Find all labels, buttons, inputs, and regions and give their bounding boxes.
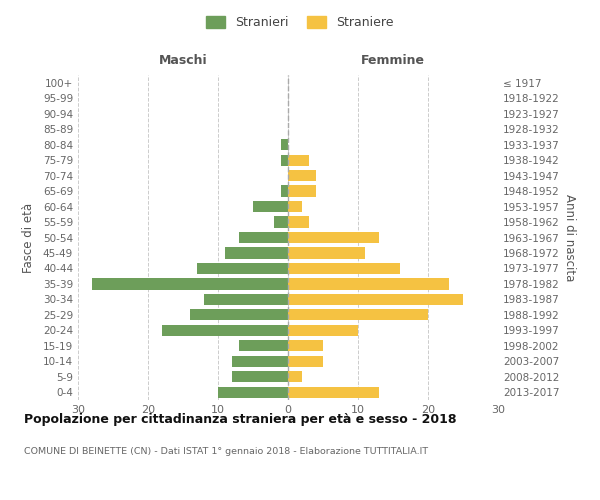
Bar xyxy=(288,310,428,320)
Bar xyxy=(281,139,288,150)
Bar xyxy=(288,325,358,336)
Bar xyxy=(204,294,288,305)
Bar xyxy=(162,325,288,336)
Bar xyxy=(288,170,316,181)
Bar xyxy=(225,248,288,258)
Text: Maschi: Maschi xyxy=(158,54,208,68)
Bar xyxy=(288,263,400,274)
Bar xyxy=(288,216,309,228)
Bar xyxy=(253,201,288,212)
Bar xyxy=(190,310,288,320)
Bar xyxy=(288,294,463,305)
Y-axis label: Anni di nascita: Anni di nascita xyxy=(563,194,576,281)
Bar xyxy=(239,232,288,243)
Bar xyxy=(288,186,316,196)
Bar xyxy=(281,154,288,166)
Bar xyxy=(288,386,379,398)
Bar xyxy=(239,340,288,351)
Bar xyxy=(288,232,379,243)
Text: Popolazione per cittadinanza straniera per età e sesso - 2018: Popolazione per cittadinanza straniera p… xyxy=(24,412,457,426)
Bar xyxy=(288,356,323,367)
Text: COMUNE DI BEINETTE (CN) - Dati ISTAT 1° gennaio 2018 - Elaborazione TUTTITALIA.I: COMUNE DI BEINETTE (CN) - Dati ISTAT 1° … xyxy=(24,448,428,456)
Bar xyxy=(288,371,302,382)
Legend: Stranieri, Straniere: Stranieri, Straniere xyxy=(202,11,398,34)
Bar xyxy=(288,201,302,212)
Y-axis label: Fasce di età: Fasce di età xyxy=(22,202,35,272)
Bar xyxy=(281,186,288,196)
Bar xyxy=(288,248,365,258)
Bar xyxy=(232,371,288,382)
Bar xyxy=(218,386,288,398)
Bar xyxy=(288,278,449,289)
Text: Femmine: Femmine xyxy=(361,54,425,68)
Bar xyxy=(274,216,288,228)
Bar xyxy=(92,278,288,289)
Bar xyxy=(288,340,323,351)
Bar xyxy=(232,356,288,367)
Bar xyxy=(288,154,309,166)
Bar xyxy=(197,263,288,274)
